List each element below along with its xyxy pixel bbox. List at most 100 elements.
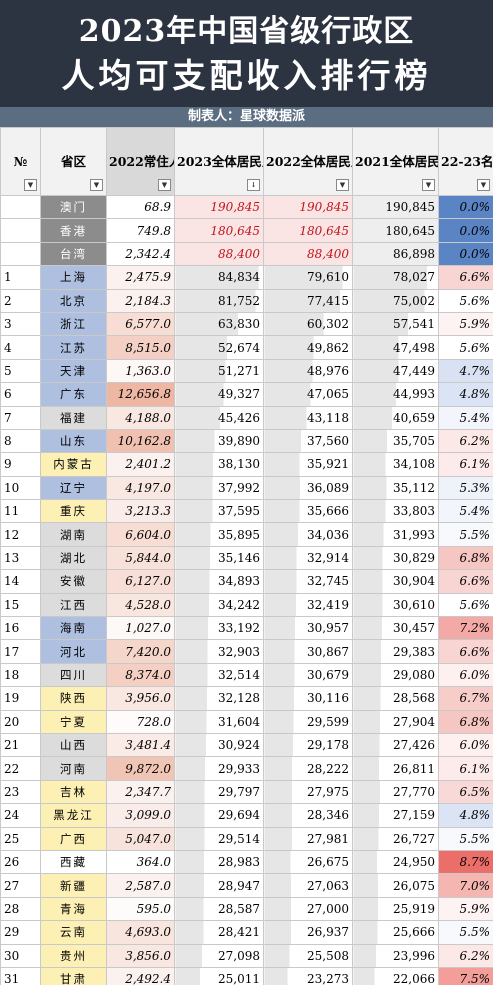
- income-2022-cell: 30,116: [263, 686, 353, 711]
- rank-cell: 10: [0, 475, 41, 501]
- population-cell: 2,342.4: [106, 241, 175, 267]
- income-2023-cell: 37,595: [174, 499, 264, 524]
- income-2023-cell: 52,674: [174, 335, 264, 360]
- province-cell: 安徽: [40, 569, 107, 594]
- rank-cell: 19: [0, 686, 41, 711]
- income-2023-cell: 35,895: [174, 522, 264, 547]
- growth-cell: 4.8%: [438, 803, 493, 828]
- province-cell: 吉林: [40, 779, 107, 805]
- filter-dropdown-icon[interactable]: ▼: [158, 179, 171, 191]
- rank-cell: 31: [0, 966, 41, 985]
- income-2022-cell: 88,400: [263, 241, 353, 267]
- rank-cell: 14: [0, 569, 41, 594]
- population-cell: 2,587.0: [106, 873, 175, 898]
- sort-desc-icon[interactable]: ↓: [247, 179, 260, 191]
- income-2021-cell: 29,383: [352, 639, 439, 664]
- income-2023-cell: 63,830: [174, 311, 264, 337]
- income-2022-cell: 49,862: [263, 335, 353, 360]
- rank-cell: 8: [0, 428, 41, 454]
- income-2021-cell: 27,426: [352, 732, 439, 758]
- growth-cell: 6.0%: [438, 732, 493, 758]
- rank-cell: 28: [0, 896, 41, 922]
- growth-cell: 5.9%: [438, 311, 493, 337]
- table-row: 31 甘肃 2,492.4 25,011 23,273 22,066 7.5%: [0, 966, 493, 985]
- income-2022-cell: 25,508: [263, 943, 353, 968]
- income-2022-cell: 27,975: [263, 779, 353, 805]
- income-2023-cell: 29,797: [174, 779, 264, 805]
- population-cell: 2,184.3: [106, 288, 175, 313]
- income-2021-cell: 30,829: [352, 545, 439, 571]
- income-2021-cell: 33,803: [352, 499, 439, 524]
- table-row: 23 吉林 2,347.7 29,797 27,975 27,770 6.5%: [0, 779, 493, 805]
- population-cell: 2,401.2: [106, 452, 175, 477]
- filter-dropdown-icon[interactable]: ▼: [24, 179, 37, 191]
- growth-cell: 6.6%: [438, 639, 493, 664]
- province-cell: 辽宁: [40, 475, 107, 501]
- income-2023-cell: 28,947: [174, 873, 264, 898]
- rank-cell: 9: [0, 452, 41, 477]
- growth-cell: 5.4%: [438, 499, 493, 524]
- income-2021-cell: 22,066: [352, 966, 439, 985]
- income-2022-cell: 27,063: [263, 873, 353, 898]
- income-2023-cell: 32,128: [174, 686, 264, 711]
- growth-cell: 6.2%: [438, 428, 493, 454]
- growth-cell: 7.5%: [438, 966, 493, 985]
- income-2021-cell: 30,457: [352, 616, 439, 641]
- income-2022-cell: 79,610: [263, 265, 353, 290]
- income-2021-cell: 44,993: [352, 382, 439, 407]
- rank-cell: 16: [0, 616, 41, 641]
- table-row: 6 广东 12,656.8 49,327 47,065 44,993 4.8%: [0, 382, 493, 407]
- growth-cell: 7.2%: [438, 616, 493, 641]
- income-2023-cell: 45,426: [174, 405, 264, 430]
- province-cell: 澳门: [40, 194, 107, 220]
- income-2021-cell: 30,610: [352, 592, 439, 618]
- filter-dropdown-icon[interactable]: ▼: [477, 179, 490, 191]
- income-2023-cell: 29,694: [174, 803, 264, 828]
- income-2023-cell: 31,604: [174, 709, 264, 734]
- income-2023-cell: 28,587: [174, 896, 264, 922]
- income-2021-cell: 180,645: [352, 218, 439, 243]
- growth-cell: 5.6%: [438, 335, 493, 360]
- income-2023-cell: 28,421: [174, 920, 264, 945]
- title-line-1: 2023年中国省级行政区: [78, 14, 415, 49]
- province-cell: 福建: [40, 405, 107, 430]
- population-cell: 2,347.7: [106, 779, 175, 805]
- population-cell: 10,162.8: [106, 428, 175, 454]
- income-2023-cell: 81,752: [174, 288, 264, 313]
- province-cell: 北京: [40, 288, 107, 313]
- header-province: 省区 ▼: [40, 127, 107, 196]
- filter-dropdown-icon[interactable]: ▼: [422, 179, 435, 191]
- income-2021-cell: 29,080: [352, 662, 439, 688]
- growth-cell: 6.6%: [438, 265, 493, 290]
- income-2022-cell: 26,937: [263, 920, 353, 945]
- province-cell: 上海: [40, 265, 107, 290]
- income-2022-cell: 32,419: [263, 592, 353, 618]
- growth-cell: 5.5%: [438, 522, 493, 547]
- population-cell: 728.0: [106, 709, 175, 734]
- table-row: 21 山西 3,481.4 30,924 29,178 27,426 6.0%: [0, 732, 493, 758]
- growth-cell: 5.6%: [438, 592, 493, 618]
- population-cell: 4,188.0: [106, 405, 175, 430]
- income-2022-cell: 29,178: [263, 732, 353, 758]
- ranking-table: №▼ 省区▼ 2022常住人口（万人）▼ 2023全体居民人均可支配收入↓ 20…: [0, 127, 493, 985]
- province-cell: 河北: [40, 639, 107, 664]
- income-2023-cell: 190,845: [174, 194, 264, 220]
- rank-cell: 15: [0, 592, 41, 618]
- province-cell: 甘肃: [40, 966, 107, 985]
- filter-dropdown-icon[interactable]: ▼: [90, 179, 103, 191]
- filter-dropdown-icon[interactable]: ▼: [336, 179, 349, 191]
- table-row: 24 黑龙江 3,099.0 29,694 28,346 27,159 4.8%: [0, 803, 493, 828]
- province-cell: 广西: [40, 826, 107, 851]
- header-income-2022: 2022全体居民人均可支配收入▼: [263, 127, 353, 196]
- income-2023-cell: 25,011: [174, 966, 264, 985]
- province-cell: 内蒙古: [40, 452, 107, 477]
- income-2021-cell: 190,845: [352, 194, 439, 220]
- growth-cell: 5.4%: [438, 405, 493, 430]
- growth-cell: 5.5%: [438, 920, 493, 945]
- rank-cell: 22: [0, 756, 41, 781]
- rank-cell: 3: [0, 311, 41, 337]
- population-cell: 3,856.0: [106, 943, 175, 968]
- table-row: 3 浙江 6,577.0 63,830 60,302 57,541 5.9%: [0, 311, 493, 337]
- growth-cell: 6.6%: [438, 569, 493, 594]
- table-row: 25 广西 5,047.0 29,514 27,981 26,727 5.5%: [0, 826, 493, 851]
